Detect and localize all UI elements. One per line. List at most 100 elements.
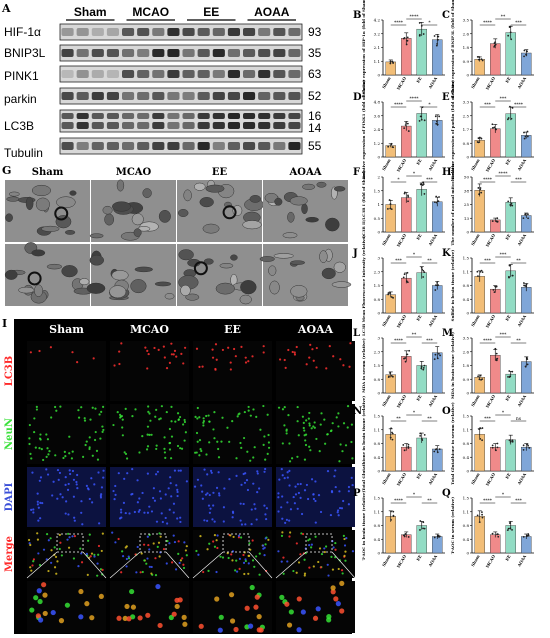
if-cell [40, 448, 43, 451]
wb-kda-hif-1: 93 [308, 25, 322, 39]
x-tick-label-aoaa: AOAA [516, 232, 528, 247]
data-point [477, 375, 479, 378]
if-cell [58, 533, 61, 536]
data-point [403, 192, 406, 195]
data-point [422, 527, 424, 530]
if-cell [256, 470, 259, 473]
if-cell [348, 365, 351, 368]
data-point [522, 448, 525, 451]
if-cell [217, 627, 223, 633]
if-cell [50, 609, 56, 616]
sig-label: *** [484, 416, 492, 422]
if-cell [318, 450, 321, 453]
if-cell [198, 623, 204, 629]
if-cell [67, 532, 70, 535]
tem-organelle [142, 188, 152, 198]
if-cell [202, 421, 205, 424]
if-cell [165, 367, 169, 370]
if-cell [227, 346, 230, 349]
data-point [435, 201, 438, 204]
data-point [403, 449, 406, 452]
if-cell [293, 351, 296, 354]
if-cell [177, 418, 180, 421]
tem-organelle [109, 285, 127, 299]
if-cell [303, 489, 307, 492]
if-cell [173, 349, 177, 352]
if-cell [239, 441, 242, 445]
if-zoom-line [275, 551, 307, 579]
if-cell [36, 588, 42, 594]
if-cell [146, 433, 149, 436]
if-cell [121, 434, 124, 437]
if-cell [29, 607, 35, 613]
if-cell [242, 502, 245, 506]
if-cell [267, 433, 270, 437]
if-cell [234, 569, 237, 572]
data-point [479, 437, 482, 440]
if-cell [240, 446, 243, 450]
tem-organelle [86, 282, 106, 294]
data-point [522, 535, 525, 538]
if-cell [253, 604, 259, 610]
data-point [420, 438, 423, 440]
tem-organelle [268, 265, 277, 276]
if-cell [166, 539, 169, 543]
data-point [480, 191, 483, 194]
data-point [434, 353, 437, 356]
if-cell [291, 457, 294, 460]
if-cell [330, 585, 336, 591]
y-tick-label: 2.6 [463, 31, 470, 36]
if-cell [279, 594, 285, 600]
if-cell [141, 435, 144, 438]
data-point [423, 271, 426, 274]
y-tick-label: 0 [466, 469, 469, 474]
if-cell [338, 460, 341, 463]
wb-band [91, 70, 104, 78]
data-point [406, 39, 409, 42]
if-cell [262, 404, 265, 408]
if-channel-label-lc3b: LC3B [4, 356, 15, 386]
if-cell [174, 420, 177, 423]
if-cell [247, 572, 250, 575]
if-cell [193, 485, 197, 488]
if-cell [285, 518, 288, 521]
if-cell [202, 424, 205, 427]
if-cell [125, 545, 128, 548]
if-cell [254, 507, 257, 510]
if-cell [37, 552, 40, 555]
if-cell [323, 547, 326, 550]
if-cell [267, 446, 271, 449]
wb-band [91, 122, 104, 129]
wb-band [91, 142, 104, 150]
if-image [27, 467, 106, 527]
tem-organelle [242, 220, 262, 230]
y-axis-label: LC3B II/LC3B I (fold of Sham) [361, 170, 366, 238]
y-tick-label: 1.8 [463, 363, 470, 368]
data-point [418, 34, 421, 37]
sig-label: ** [412, 332, 417, 338]
tem-organelle [55, 215, 72, 229]
if-cell [118, 413, 122, 416]
y-tick-label: 3.3 [463, 100, 470, 105]
if-cell [240, 523, 244, 526]
if-cell [180, 447, 184, 450]
data-point [403, 127, 406, 130]
data-point [392, 146, 395, 149]
if-cell [95, 449, 99, 452]
y-tick-label: 3.6 [374, 113, 381, 118]
x-tick-label-aoaa: AOAA [427, 553, 439, 568]
wb-band [137, 142, 150, 150]
if-cell [244, 605, 250, 611]
x-tick-label-sham: Sham [470, 313, 481, 327]
if-cell [221, 556, 225, 559]
if-cell [159, 535, 162, 538]
data-point [494, 285, 497, 288]
if-cell [36, 538, 40, 541]
if-cell [256, 491, 259, 494]
if-cell [195, 549, 198, 553]
wb-band [122, 28, 135, 36]
if-cell [171, 611, 177, 617]
data-point [494, 127, 497, 130]
if-cell [315, 606, 321, 612]
if-cell [39, 433, 42, 436]
